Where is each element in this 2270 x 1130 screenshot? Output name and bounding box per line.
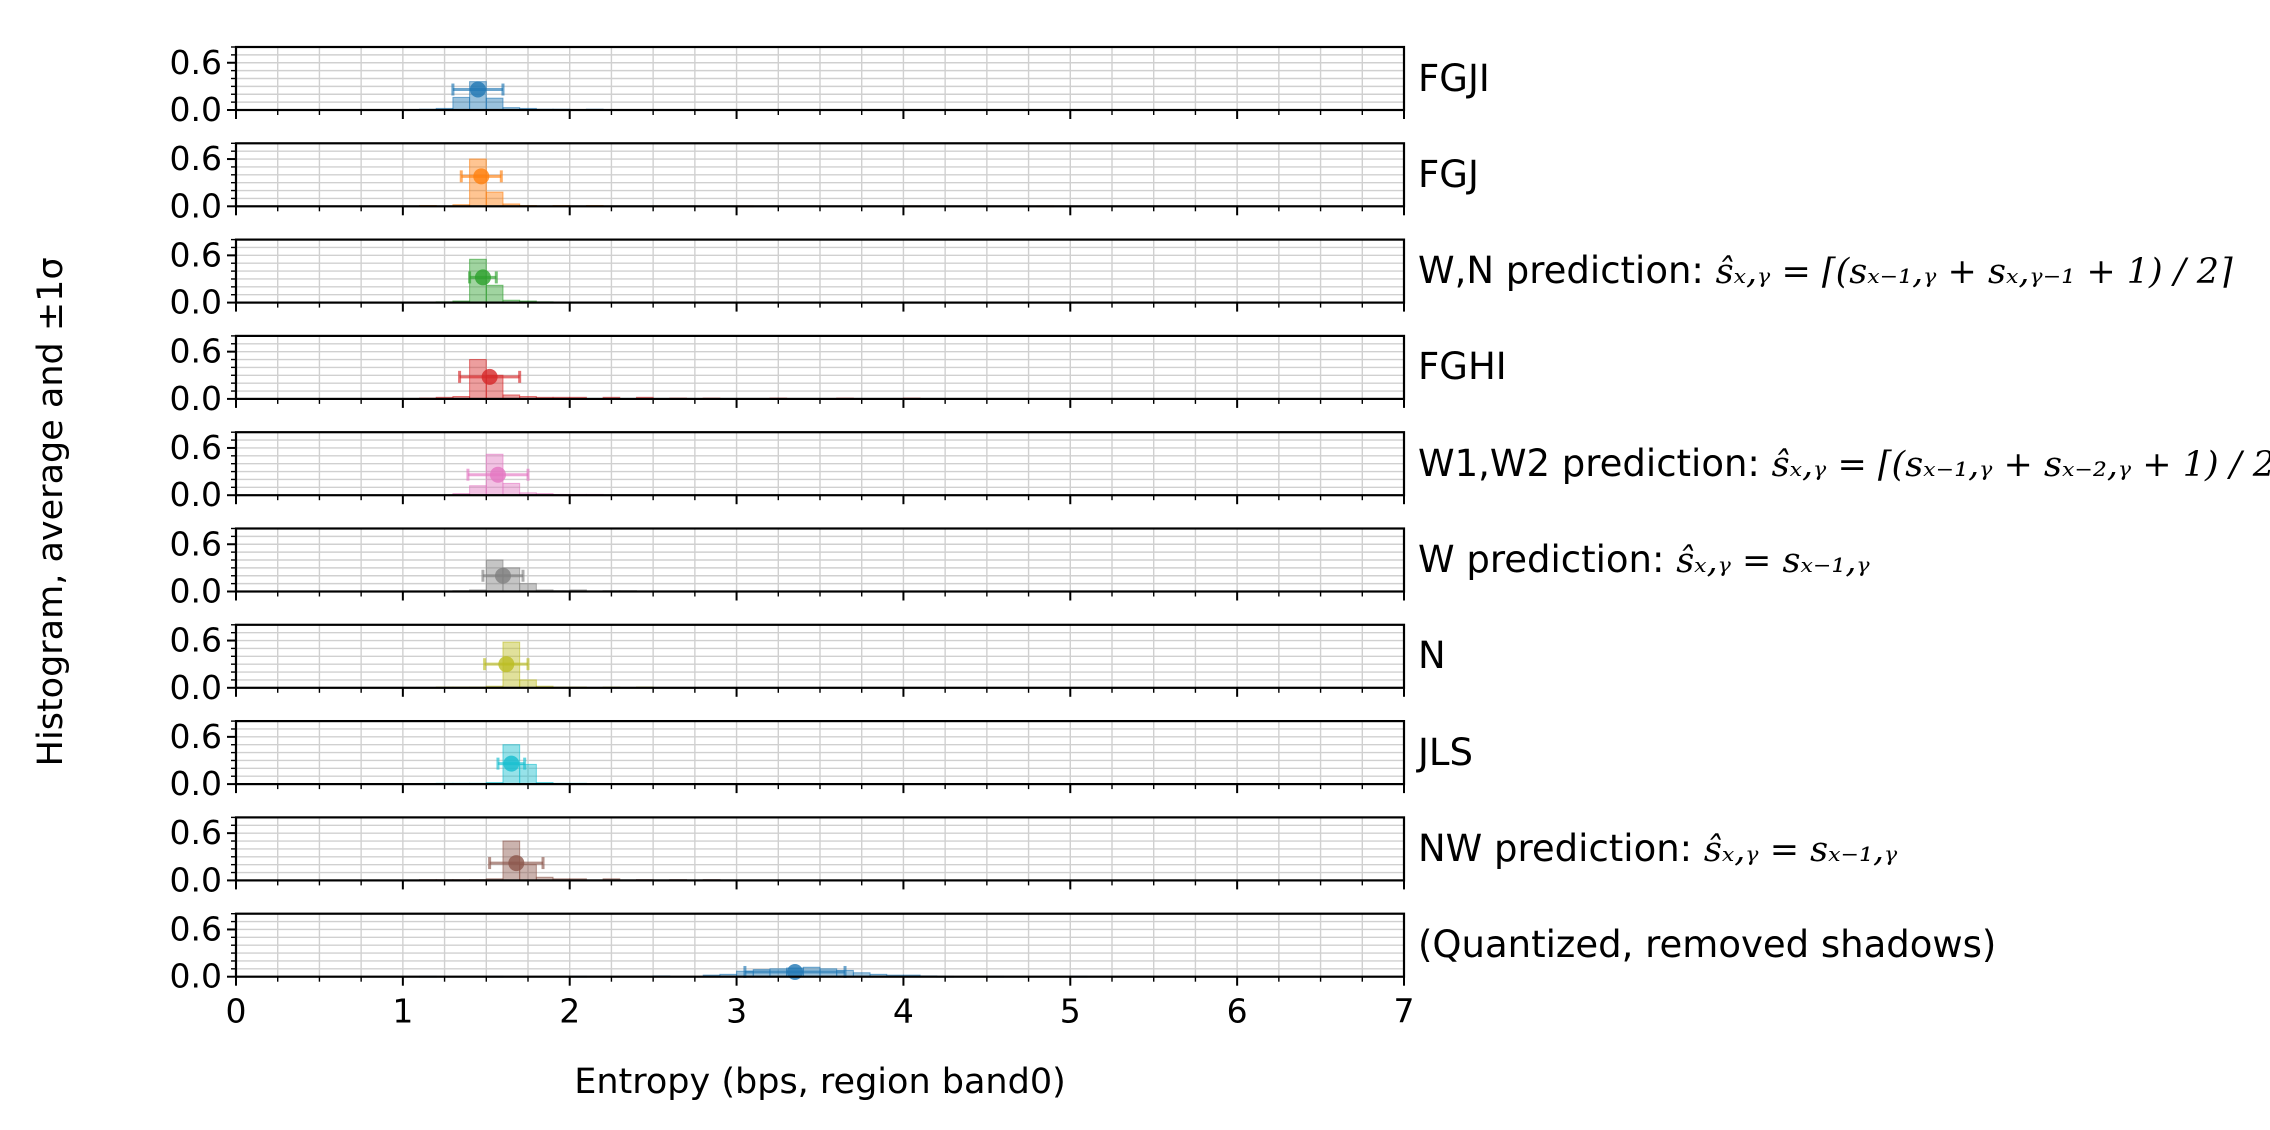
- y-tick-label: 0.6: [170, 524, 222, 563]
- panel-label-text: FGJ: [1418, 152, 1479, 196]
- y-tick-label: 0.6: [170, 332, 222, 371]
- panel-5: 0.00.6: [170, 428, 1406, 514]
- panel-label-text: FGHI: [1418, 345, 1507, 389]
- mean-point: [489, 466, 506, 483]
- panel-label-text: W,N prediction:: [1418, 249, 1716, 293]
- x-tick-label: 5: [1060, 992, 1081, 1031]
- panel-label: W prediction: ŝₓ,ᵧ = sₓ₋₁,ᵧ: [1418, 541, 1870, 579]
- y-tick-label: 0.6: [170, 621, 222, 660]
- panel-label: N: [1418, 637, 1446, 674]
- x-axis-label: Entropy (bps, region band0): [574, 1062, 1066, 1102]
- y-axis-label: Histogram, average and ±1σ: [31, 257, 71, 766]
- x-tick-label: 3: [726, 992, 747, 1031]
- x-tick-label: 6: [1227, 992, 1248, 1031]
- panel-label-text: W prediction:: [1418, 538, 1677, 581]
- y-tick-label: 0.0: [170, 957, 222, 996]
- panel-2: 0.00.6: [170, 139, 1406, 225]
- panel-label: NW prediction: ŝₓ,ᵧ = sₓ₋₁,ᵧ: [1418, 830, 1897, 868]
- panel-label-text: JLS: [1418, 730, 1474, 774]
- panel-label-formula: ŝₓ,ᵧ = sₓ₋₁,ᵧ: [1703, 829, 1898, 870]
- panel-label-text: FGJI: [1418, 56, 1490, 100]
- panel-label-formula: ŝₓ,ᵧ = sₓ₋₁,ᵧ: [1676, 541, 1870, 581]
- y-tick-label: 0.0: [170, 764, 222, 803]
- panel-label: W,N prediction: ŝₓ,ᵧ = ⌈(sₓ₋₁,ᵧ + sₓ,ᵧ₋₁…: [1418, 252, 2233, 290]
- y-tick-label: 0.6: [170, 139, 222, 178]
- panel-label: W1,W2 prediction: ŝₓ,ᵧ = ⌈(sₓ₋₁,ᵧ + sₓ₋₂…: [1418, 445, 2270, 483]
- panel-7: 0.00.6: [170, 621, 1406, 707]
- mean-point: [469, 81, 486, 98]
- panel-label: FGHI: [1418, 348, 1507, 385]
- x-tick-label: 0: [226, 992, 247, 1031]
- y-tick-label: 0.6: [170, 909, 222, 948]
- panel-label-text: NW prediction:: [1418, 826, 1704, 870]
- panel-1: 0.00.6: [170, 43, 1406, 129]
- x-tick-label: 2: [559, 992, 580, 1031]
- mean-point: [474, 269, 491, 286]
- panel-label: FGJI: [1418, 60, 1490, 97]
- panel-6: 0.00.6: [170, 524, 1406, 611]
- panel-label-formula: ŝₓ,ᵧ = ⌈(sₓ₋₁,ᵧ + sₓ,ᵧ₋₁ + 1) / 2⌉: [1715, 252, 2233, 293]
- x-tick-label: 4: [893, 992, 914, 1031]
- mean-point: [494, 567, 511, 584]
- mean-point: [473, 168, 490, 185]
- y-tick-label: 0.6: [170, 43, 222, 82]
- y-tick-label: 0.0: [170, 668, 222, 707]
- y-tick-label: 0.6: [170, 717, 222, 756]
- panel-label: FGJ: [1418, 156, 1479, 193]
- y-tick-label: 0.0: [170, 90, 222, 129]
- histogram-bar: [519, 583, 537, 592]
- mean-point: [481, 368, 498, 385]
- x-tick-label: 1: [392, 992, 413, 1031]
- y-tick-label: 0.0: [170, 379, 222, 418]
- histogram-bar: [485, 284, 504, 304]
- panel-label-formula: ŝₓ,ᵧ = ⌈(sₓ₋₁,ᵧ + sₓ₋₂,ᵧ + 1) / 2⌉: [1771, 444, 2270, 485]
- histogram-bar: [519, 763, 537, 785]
- y-tick-label: 0.6: [170, 235, 222, 274]
- y-tick-label: 0.6: [170, 813, 222, 852]
- y-tick-label: 0.6: [170, 428, 222, 467]
- panel-label-text: W1,W2 prediction:: [1418, 441, 1772, 485]
- y-tick-label: 0.0: [170, 283, 222, 322]
- mean-point: [498, 656, 515, 673]
- panel-9: 0.00.6: [170, 813, 1406, 899]
- y-tick-label: 0.0: [170, 186, 222, 225]
- histogram-bar: [519, 679, 537, 689]
- panel-10: 0.00.6: [170, 909, 1406, 996]
- y-tick-label: 0.0: [170, 572, 222, 611]
- panel-8: 0.00.6: [170, 717, 1406, 803]
- x-tick-label: 7: [1394, 992, 1415, 1031]
- y-tick-label: 0.0: [170, 860, 222, 899]
- histogram-bar: [502, 482, 521, 496]
- mean-point: [503, 755, 520, 772]
- histogram-bar: [452, 96, 471, 111]
- panel-label-text: (Quantized, removed shadows): [1418, 923, 1997, 967]
- panel-label: (Quantized, removed shadows): [1418, 926, 1996, 963]
- histogram-bar: [469, 485, 487, 496]
- histogram-bar: [485, 97, 504, 111]
- panel-label: JLS: [1418, 734, 1473, 771]
- panel-4: 0.00.6: [170, 332, 1406, 418]
- panel-label-text: N: [1418, 634, 1446, 678]
- histogram-bar: [485, 191, 504, 207]
- mean-point: [508, 855, 525, 872]
- y-tick-label: 0.0: [170, 475, 222, 514]
- panel-3: 0.00.6: [170, 235, 1406, 322]
